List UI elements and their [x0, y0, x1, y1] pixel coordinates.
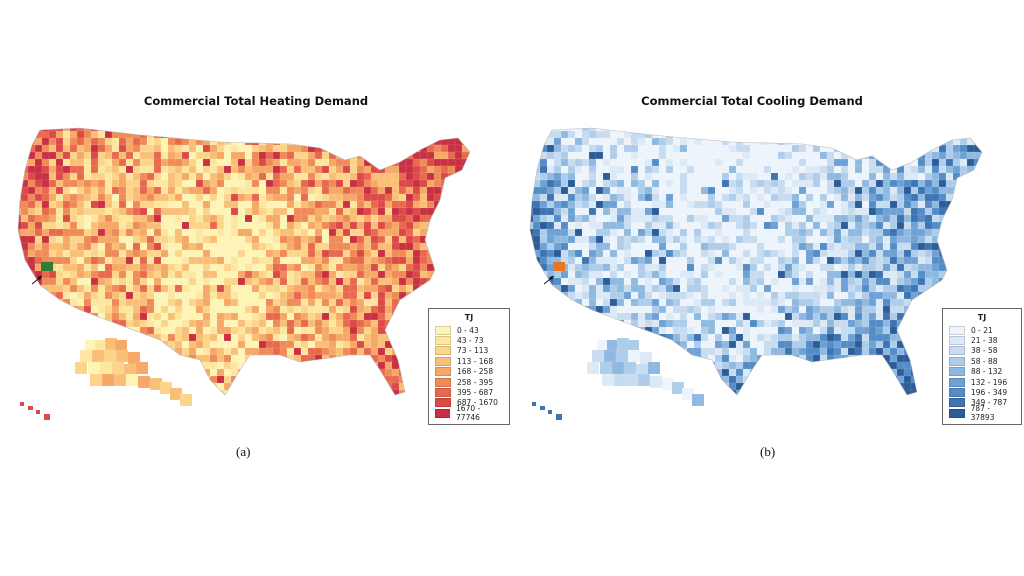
- legend-item: 88 - 132: [949, 367, 1015, 377]
- legend-swatch: [949, 388, 965, 398]
- legend-swatch: [949, 346, 965, 356]
- legend-swatch: [949, 367, 965, 377]
- legend-label: 113 - 168: [457, 356, 494, 366]
- legend-item: 395 - 687: [435, 387, 503, 398]
- cooling-highlight-county: [553, 262, 565, 271]
- legend-label: 349 - 787: [971, 398, 1008, 408]
- heating-highlight-county: [41, 262, 53, 271]
- legend-swatch: [435, 398, 451, 408]
- legend-item: 132 - 196: [949, 377, 1015, 387]
- legend-item: 349 - 787: [949, 398, 1015, 408]
- cooling-us-outline: [529, 127, 983, 396]
- legend-label: 0 - 43: [457, 325, 479, 335]
- legend-swatch: [949, 325, 965, 335]
- heating-map-panel: Commercial Total Heating Demand TJ 0 - 4…: [17, 94, 510, 459]
- legend-item: 113 - 168: [435, 356, 503, 366]
- legend-item: 687 - 1670: [435, 398, 503, 408]
- legend-label: 88 - 132: [971, 367, 1003, 377]
- legend-item: 21 - 38: [949, 335, 1015, 346]
- legend-swatch: [435, 356, 451, 366]
- cooling-legend: TJ 0 - 21 21 - 38 38 - 58 58 - 88 88 - 132 13…: [942, 308, 1022, 425]
- cooling-legend-title: TJ: [977, 313, 987, 322]
- heating-alaska: [74, 337, 193, 407]
- legend-label: 38 - 58: [971, 346, 998, 356]
- legend-swatch: [435, 336, 451, 346]
- legend-item: 58 - 88: [949, 356, 1015, 366]
- cooling-hawaii: [532, 402, 562, 420]
- legend-label: 43 - 73: [457, 336, 484, 346]
- legend-swatch: [435, 325, 451, 335]
- heating-map-title: Commercial Total Heating Demand: [143, 94, 369, 108]
- legend-label: 196 - 349: [971, 388, 1008, 398]
- legend-label: 395 - 687: [457, 388, 494, 398]
- legend-swatch: [435, 377, 451, 387]
- cooling-map-panel: Commercial Total Cooling Demand TJ 0 - 2…: [512, 0, 1024, 576]
- legend-item: 38 - 58: [949, 346, 1015, 356]
- legend-label: 258 - 395: [457, 377, 494, 387]
- cooling-map-title: Commercial Total Cooling Demand: [641, 94, 863, 108]
- legend-label: 73 - 113: [457, 346, 489, 356]
- cooling-alaska: [586, 337, 705, 407]
- legend-swatch: [435, 367, 451, 377]
- heating-hawaii: [20, 402, 50, 420]
- legend-item: 258 - 395: [435, 377, 503, 387]
- legend-item: 1670 - 77746: [435, 404, 503, 422]
- legend-swatch: [949, 408, 965, 418]
- legend-item: 43 - 73: [435, 335, 503, 346]
- legend-label: 58 - 88: [971, 356, 998, 366]
- legend-item: 0 - 21: [949, 325, 1015, 335]
- heating-legend-title: TJ: [464, 313, 474, 322]
- legend-item: 196 - 349: [949, 387, 1015, 398]
- heating-us-outline: [17, 127, 471, 396]
- legend-item: 787 - 37893: [949, 404, 1015, 422]
- legend-label: 168 - 258: [457, 367, 494, 377]
- legend-item: 168 - 258: [435, 367, 503, 377]
- legend-swatch: [435, 408, 451, 418]
- legend-swatch: [435, 388, 451, 398]
- heating-arrow-icon: [31, 275, 43, 285]
- legend-label: 1670 - 77746: [456, 404, 481, 423]
- cooling-choropleth-map: [529, 127, 983, 420]
- legend-swatch: [435, 346, 451, 356]
- legend-label: 787 - 37893: [970, 404, 995, 423]
- legend-swatch: [949, 377, 965, 387]
- legend-label: 687 - 1670: [457, 398, 498, 408]
- legend-swatch: [949, 356, 965, 366]
- legend-item: 73 - 113: [435, 346, 503, 356]
- legend-label: 21 - 38: [971, 336, 998, 346]
- cooling-arrow-icon: [543, 275, 555, 285]
- heating-choropleth-map: [17, 127, 471, 420]
- legend-label: 132 - 196: [971, 377, 1008, 387]
- legend-swatch: [949, 336, 965, 346]
- heating-legend: TJ 0 - 43 43 - 73 73 - 113 113 - 168 168 - 2…: [428, 308, 510, 425]
- heating-caption: (a): [236, 444, 251, 459]
- legend-label: 0 - 21: [971, 325, 993, 335]
- legend-item: 0 - 43: [435, 325, 503, 335]
- legend-swatch: [949, 398, 965, 408]
- cooling-caption: (b): [760, 444, 776, 459]
